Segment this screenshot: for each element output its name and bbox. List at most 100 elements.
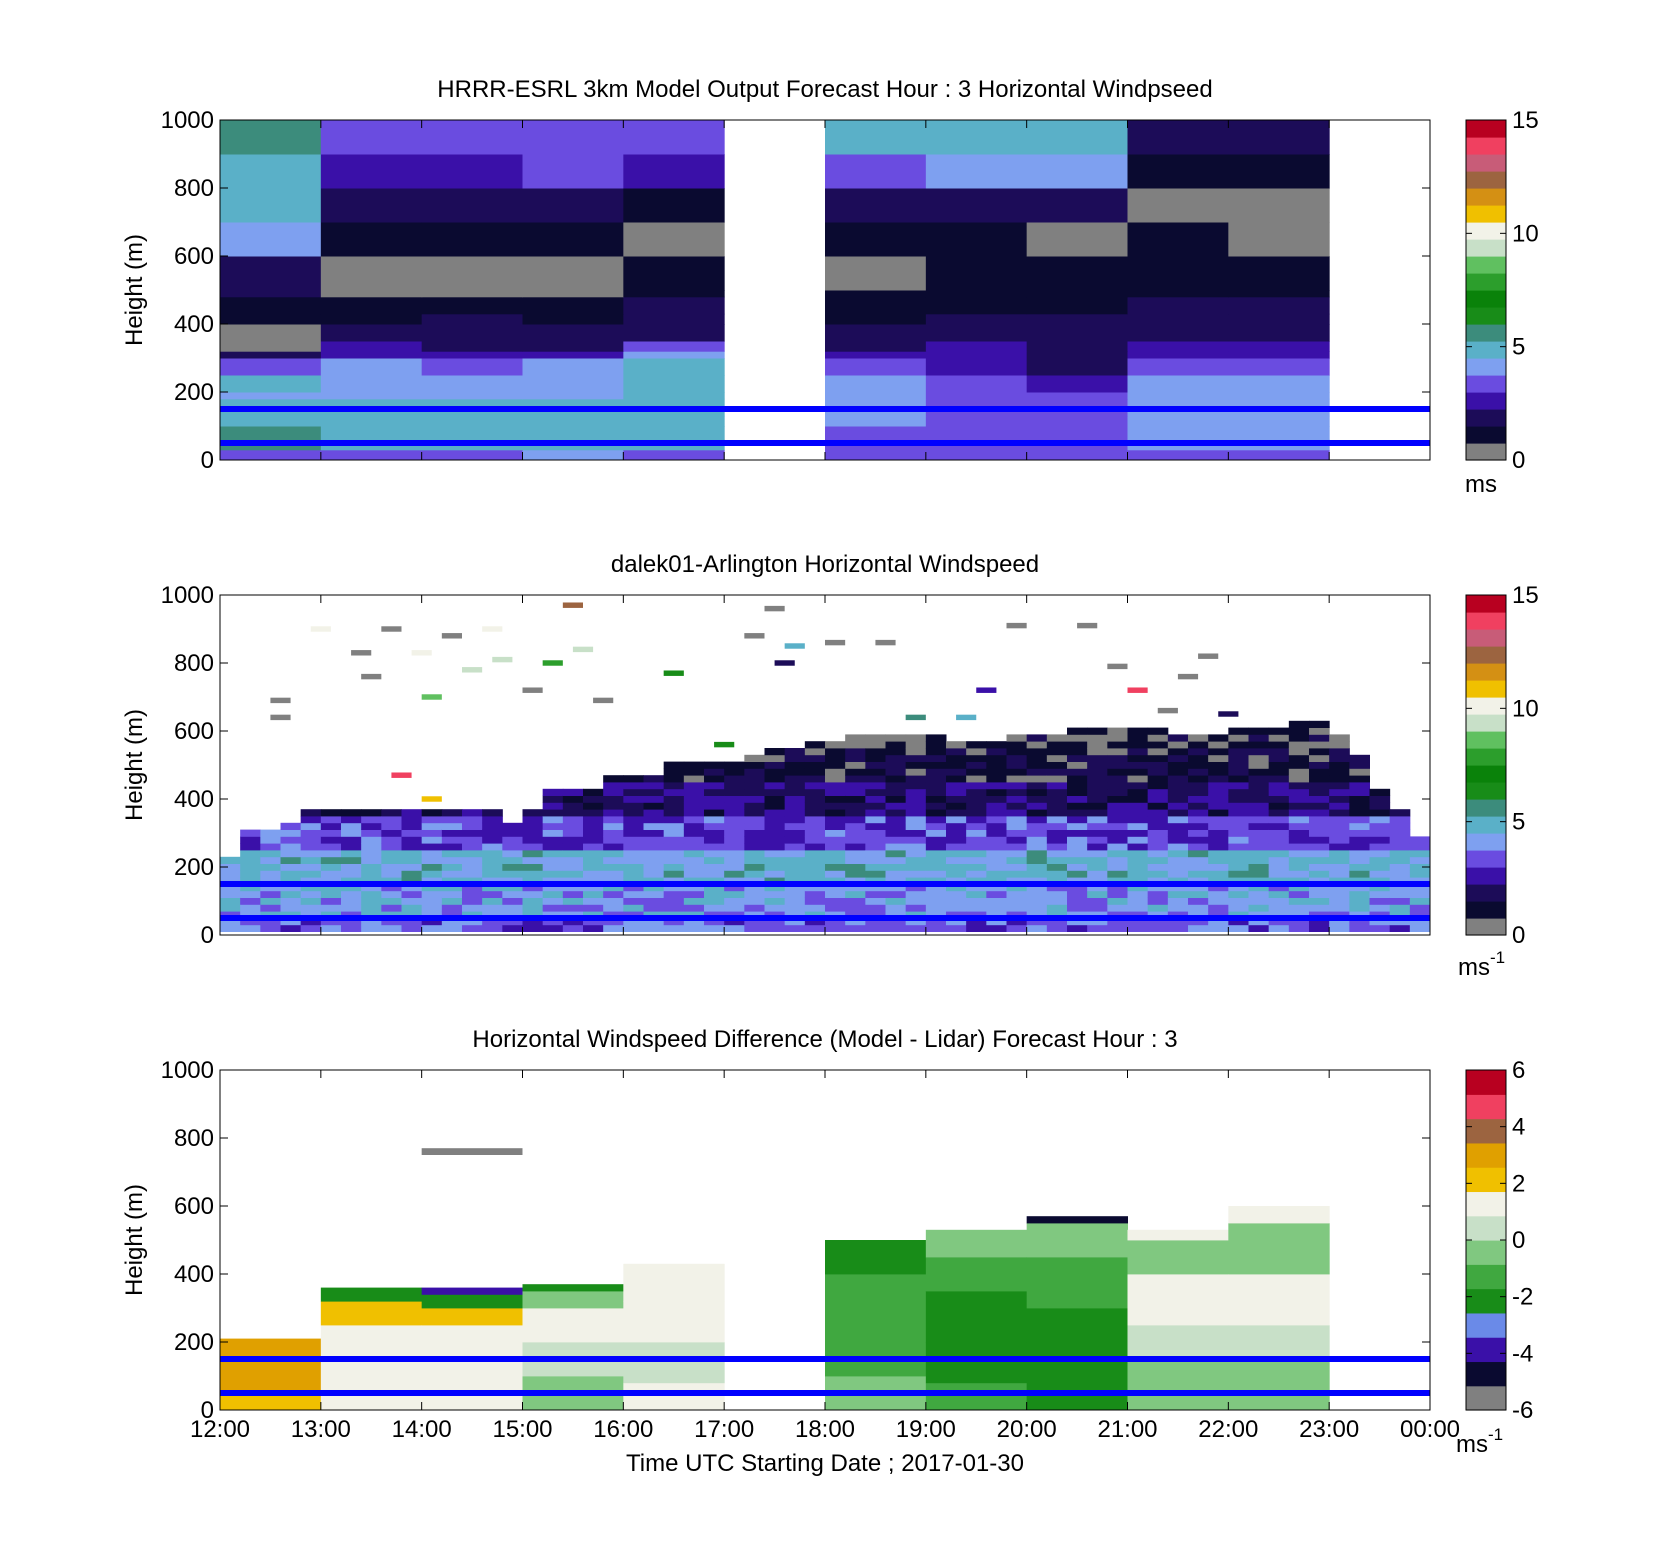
sparse-return [1127,687,1148,693]
heatmap-cell [220,924,241,932]
heatmap-cell [663,829,685,837]
heatmap-cell [1369,843,1391,851]
heatmap-cell [542,829,564,837]
heatmap-cell [724,802,745,810]
heatmap-cell [522,897,544,905]
heatmap-cell [825,795,846,803]
heatmap-cell [1228,392,1330,400]
heatmap-cell [522,426,624,441]
heatmap-cell [381,870,402,878]
heatmap-cell [1309,870,1330,878]
heatmap-cell [966,918,987,926]
heatmap-cell [784,775,806,783]
heatmap-cell [522,296,624,315]
heatmap-cell [905,897,927,905]
heatmap-cell [1288,911,1310,919]
heatmap-cell [1309,924,1330,932]
heatmap-band [1127,1229,1229,1241]
heatmap-cell [845,918,866,926]
heatmap-cell [1127,426,1229,441]
heatmap-cell [502,822,523,830]
heatmap-cell [865,782,886,790]
heatmap-cell [764,782,786,790]
heatmap-cell [1288,856,1310,864]
heatmap-cell [784,829,806,837]
colorbar-segment [1466,426,1506,444]
heatmap-cell [1167,754,1189,762]
heatmap-cell [724,795,745,803]
heatmap-cell [1127,850,1149,858]
heatmap-cell [724,863,745,871]
heatmap-cell [1107,741,1128,749]
heatmap-cell [865,741,886,749]
heatmap-cell [1107,748,1128,756]
heatmap-cell [804,802,826,810]
heatmap-cell [1208,856,1229,864]
heatmap-cell [1309,904,1330,912]
heatmap-cell [905,768,927,776]
heatmap-cell [946,822,967,830]
heatmap-cell [885,918,907,926]
heatmap-cell [361,884,382,892]
heatmap-cell [1389,816,1411,824]
heatmap-cell [1248,897,1270,905]
heatmap-cell [1006,911,1028,919]
heatmap-cell [865,802,886,810]
heatmap-cell [724,788,745,796]
heatmap-cell [1288,816,1310,824]
heatmap-cell [603,836,624,844]
heatmap-cell [1309,768,1330,776]
heatmap-cell [1127,449,1229,460]
heatmap-cell [825,256,927,291]
heatmap-cell [845,863,866,871]
colorbar-segment [1466,1118,1506,1144]
heatmap-cell [1046,918,1068,926]
heatmap-cell [522,154,624,189]
heatmap-cell [1288,822,1310,830]
heatmap-band [320,1287,423,1302]
heatmap-cell [1369,836,1391,844]
heatmap-cell [421,863,443,871]
heatmap-band [925,1342,1028,1384]
heatmap-cell [1208,761,1229,769]
heatmap-cell [986,863,1007,871]
heatmap-cell [845,782,866,790]
heatmap-cell [1107,897,1128,905]
heatmap-cell [421,256,523,291]
heatmap-cell [1228,449,1330,460]
heatmap-cell [320,897,342,905]
heatmap-cell [845,788,866,796]
heatmap-cell [1288,727,1310,735]
heatmap-cell [1329,741,1350,749]
heatmap-cell [1369,870,1391,878]
colorbar-segment [1466,782,1506,800]
heatmap-cell [1147,836,1169,844]
y-tick-label: 400 [174,1261,214,1288]
heatmap-cell [603,918,624,926]
heatmap-cell [905,822,927,830]
heatmap-cell [663,863,685,871]
colorbar-segment [1466,392,1506,410]
heatmap-cell [1329,748,1350,756]
heatmap-cell [623,351,725,359]
heatmap-cell [482,843,503,851]
heatmap-cell [361,870,382,878]
heatmap-cell [1228,761,1249,769]
heatmap-cell [623,788,644,796]
heatmap-cell [623,296,725,315]
heatmap-cell [522,392,624,400]
heatmap-cell [1026,911,1048,919]
heatmap-cell [1087,829,1108,837]
heatmap-band [825,1240,927,1275]
heatmap-cell [1147,741,1169,749]
heatmap-cell [1309,720,1330,728]
heatmap-cell [724,850,745,858]
heatmap-cell [502,877,523,885]
panel-model-ylabel: Height (m) [121,234,148,346]
heatmap-cell [1127,802,1149,810]
heatmap-cell [381,863,402,871]
heatmap-cell [925,392,1028,400]
heatmap-cell [1147,816,1169,824]
heatmap-cell [946,809,967,817]
heatmap-cell [986,788,1007,796]
